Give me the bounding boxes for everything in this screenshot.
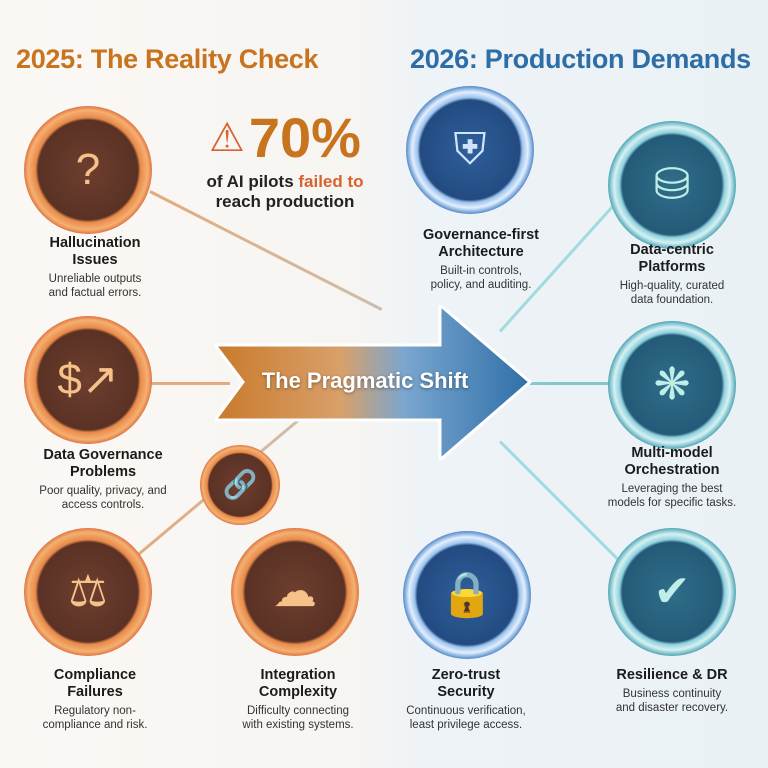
chart-dollar-icon: $↗	[57, 355, 119, 404]
data-governance-circle: $↗	[24, 316, 152, 444]
stat-value: 70%	[248, 106, 361, 169]
right-heading: 2026: Production Demands	[410, 44, 751, 74]
hallucination-circle: ?	[24, 106, 152, 234]
resilience-circle: ✔	[608, 528, 736, 656]
broken-link-line	[150, 382, 230, 385]
governance-first-circle: ⛨	[406, 86, 534, 214]
stat-highlight: failed to	[298, 172, 364, 191]
demand-data-centric: Data-centric Platforms High-quality, curat…	[619, 242, 725, 306]
compliance-circle: ⚖	[24, 528, 152, 656]
gavel-document-icon: ⚖	[68, 567, 108, 616]
demand-zero-trust: Zero-trust Security Continuous verificatio…	[406, 667, 526, 731]
demand-governance-first: Governance-first Architecture Built-in con…	[422, 227, 540, 291]
stat-text: of AI pilots	[206, 172, 299, 191]
pragmatic-shift-arrow: The Pragmatic Shift	[211, 301, 535, 464]
warning-icon: ⚠	[209, 116, 245, 160]
data-centric-circle: ⛁	[608, 121, 736, 249]
demand-multi-model: Multi-model Orchestration Leveraging the b…	[607, 445, 737, 509]
left-heading: 2025: The Reality Check	[16, 44, 319, 74]
brain-network-icon: ❋	[653, 360, 691, 409]
multi-model-circle: ❋	[608, 321, 736, 449]
demand-resilience: Resilience & DR Business continuity and di…	[615, 667, 729, 714]
stat-block: ⚠ 70% of AI pilots failed to reach produ…	[190, 110, 380, 212]
brain-question-icon: ?	[75, 145, 101, 194]
integration-circle: ☁	[231, 528, 359, 656]
shield-check-servers-icon: ✔	[653, 567, 691, 616]
broken-chain-badge: 🔗	[200, 445, 280, 525]
challenge-hallucination: Hallucination Issues Unreliable outputs and…	[48, 235, 142, 299]
tangled-servers-icon: ☁	[273, 567, 317, 616]
challenge-integration: Integration Complexity Difficulty connecti…	[242, 667, 354, 731]
flow-line	[530, 382, 640, 385]
challenge-data-governance: Data Governance Problems Poor quality, pri…	[39, 447, 167, 511]
chain-lock-icon: 🔗	[222, 469, 258, 500]
arrow-label: The Pragmatic Shift	[261, 368, 469, 393]
database-network-icon: ⛁	[653, 160, 691, 209]
stat-text-2: reach production	[215, 192, 355, 211]
zero-trust-circle: 🔒	[403, 531, 531, 659]
shield-blueprint-icon: ⛨	[453, 125, 487, 174]
lock-fingerprint-icon: 🔒	[439, 570, 495, 619]
challenge-compliance: Compliance Failures Regulatory non-complia…	[42, 667, 148, 731]
